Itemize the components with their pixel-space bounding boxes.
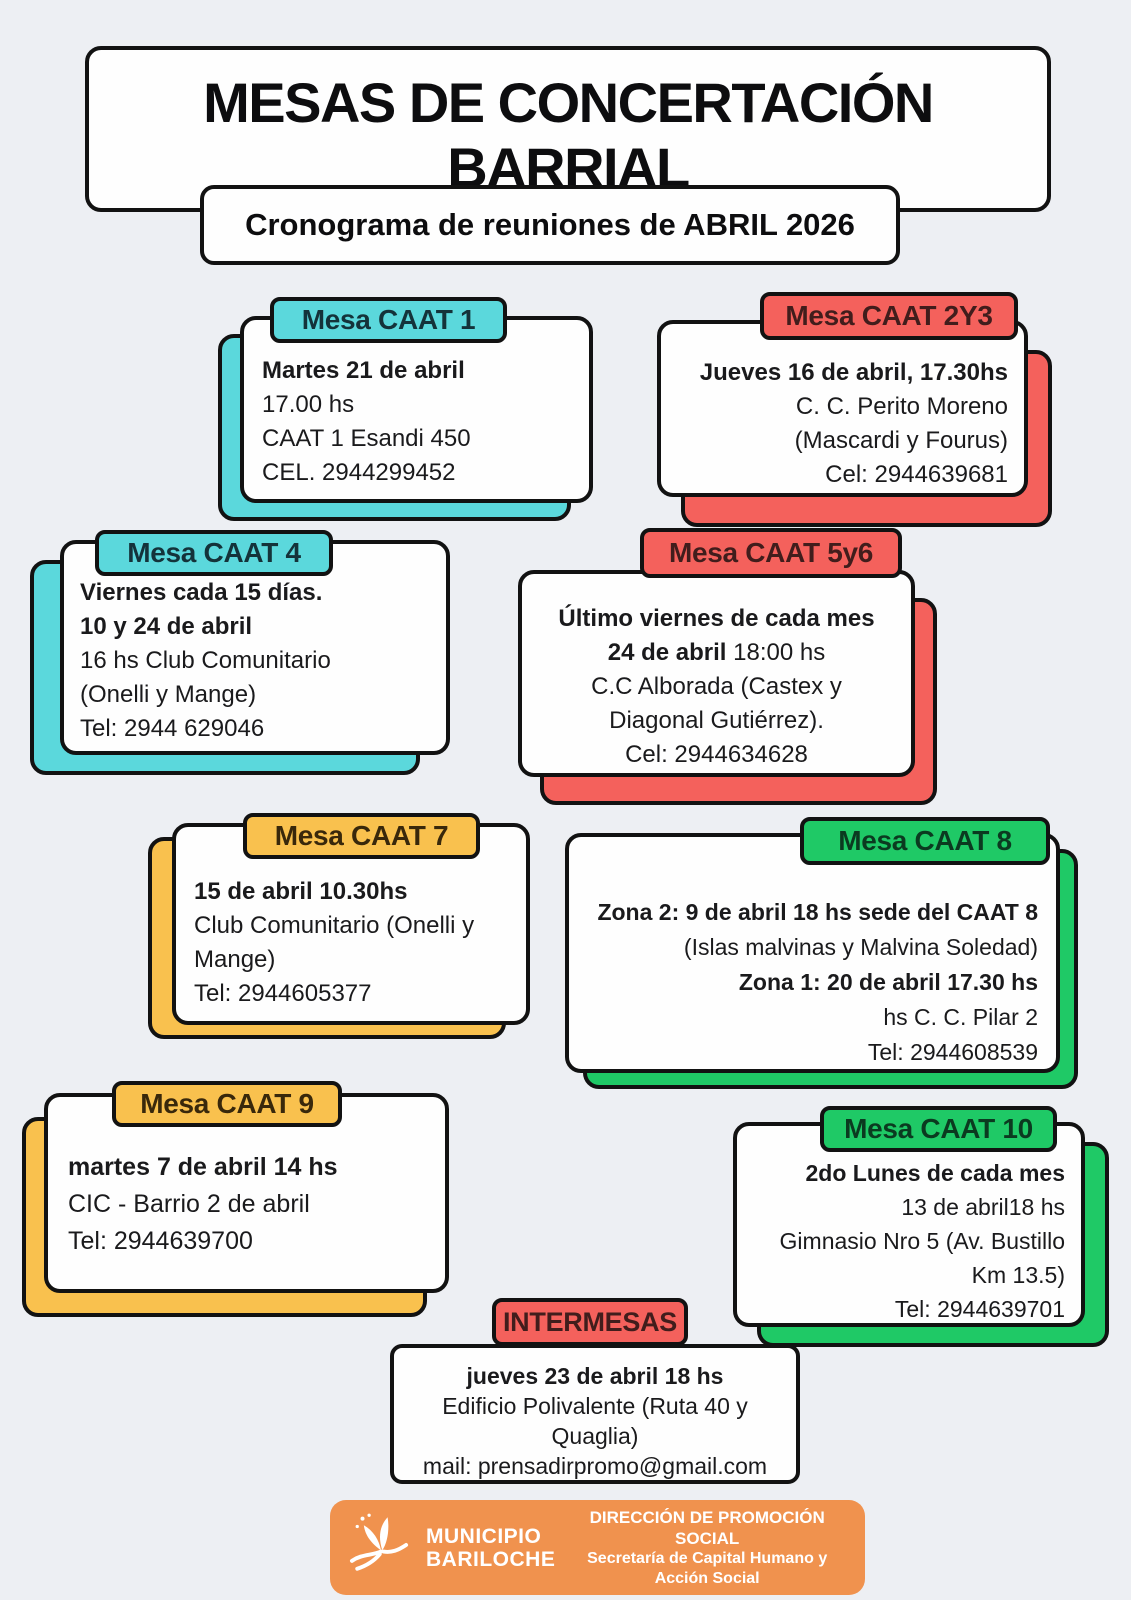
caat10-place2: Km 13.5) xyxy=(971,1262,1065,1288)
caat1-time: 17.00 hs xyxy=(262,391,355,418)
caat7-day: 15 de abril 10.30hs xyxy=(194,878,408,905)
intermesas-day: jueves 23 de abril 18 hs xyxy=(466,1363,724,1389)
caat2y3-phone: Cel: 2944639681 xyxy=(825,461,1008,488)
municipality-name-line1: MUNICIPIO xyxy=(426,1524,542,1548)
caat8-zone2-place: (Islas malvinas y Malvina Soledad) xyxy=(683,934,1038,960)
intermesas-card: jueves 23 de abril 18 hs Edificio Poliva… xyxy=(390,1344,800,1484)
caat9-title: Mesa CAAT 9 xyxy=(140,1088,314,1119)
caat5y6-date: 24 de abril xyxy=(607,639,727,666)
mesa-caat-10-tab: Mesa CAAT 10 xyxy=(820,1106,1057,1152)
caat1-day: Martes 21 de abril xyxy=(262,357,465,384)
mesa-caat-1-card: Martes 21 de abril 17.00 hs CAAT 1 Esand… xyxy=(240,316,593,503)
mesa-caat-8-card: Zona 2: 9 de abril 18 hs sede del CAAT 8… xyxy=(565,833,1060,1073)
mesa-caat-9-tab: Mesa CAAT 9 xyxy=(112,1081,342,1127)
schedule-title: Cronograma de reuniones de ABRIL 2026 xyxy=(245,207,855,242)
caat1-title: Mesa CAAT 1 xyxy=(301,304,476,335)
mesa-caat-10-card: 2do Lunes de cada mes 13 de abril18 hs G… xyxy=(733,1122,1085,1327)
mesa-caat-5y6-card: Último viernes de cada mes 24 de abril 1… xyxy=(518,570,915,777)
mesa-caat-4-tab: Mesa CAAT 4 xyxy=(95,530,333,576)
caat5y6-time: 18:00 hs xyxy=(726,639,826,666)
caat10-freq: 2do Lunes de cada mes xyxy=(805,1160,1065,1186)
caat5y6-title: Mesa CAAT 5y6 xyxy=(668,537,874,568)
intermesas-title: INTERMESAS xyxy=(502,1306,678,1337)
caat5y6-freq: Último viernes de cada mes xyxy=(558,605,875,632)
caat10-date: 13 de abril18 hs xyxy=(901,1194,1065,1220)
caat4-place: 16 hs Club Comunitario xyxy=(80,647,331,674)
caat8-zone1-place: hs C. C. Pilar 2 xyxy=(883,1004,1038,1030)
poster-title: MESAS DE CONCERTACIÓN BARRIAL xyxy=(203,71,934,199)
caat7-phone: Tel: 2944605377 xyxy=(194,980,372,1007)
caat8-zone1: Zona 1: 20 de abril 17.30 hs xyxy=(738,969,1038,995)
caat4-dates: 10 y 24 de abril xyxy=(80,613,253,640)
mesa-caat-9-card: martes 7 de abril 14 hs CIC - Barrio 2 d… xyxy=(44,1093,449,1293)
caat4-place2: (Onelli y Mange) xyxy=(80,681,257,708)
caat2y3-place2: (Mascardi y Fourus) xyxy=(794,427,1008,454)
caat10-title: Mesa CAAT 10 xyxy=(844,1113,1033,1144)
caat1-place: CAAT 1 Esandi 450 xyxy=(262,425,471,452)
department-name: DIRECCIÓN DE PROMOCIÓN SOCIAL Secretaría… xyxy=(567,1507,847,1589)
intermesas-tab: INTERMESAS xyxy=(492,1298,688,1346)
department-line2: Secretaría de Capital Humano y xyxy=(587,1549,828,1567)
caat8-title: Mesa CAAT 8 xyxy=(838,825,1012,856)
caat2y3-day: Jueves 16 de abril, 17.30hs xyxy=(699,359,1008,386)
mesa-caat-2y3-card: Jueves 16 de abril, 17.30hs C. C. Perito… xyxy=(657,320,1028,497)
caat8-phone: Tel: 2944608539 xyxy=(867,1039,1038,1065)
mesa-caat-8-tab: Mesa CAAT 8 xyxy=(800,817,1050,865)
caat4-freq: Viernes cada 15 días. xyxy=(80,579,323,606)
caat2y3-place: C. C. Perito Moreno xyxy=(795,393,1008,420)
caat1-phone: CEL. 2944299452 xyxy=(262,459,456,486)
caat7-place2: Mange) xyxy=(194,946,276,973)
mesa-caat-1-tab: Mesa CAAT 1 xyxy=(270,297,507,343)
mesa-caat-2y3-tab: Mesa CAAT 2Y3 xyxy=(760,292,1018,340)
caat9-place: CIC - Barrio 2 de abril xyxy=(68,1190,310,1218)
amancay-flower-logo-icon xyxy=(348,1512,414,1583)
caat10-place: Gimnasio Nro 5 (Av. Bustillo xyxy=(779,1228,1065,1254)
municipality-name-line2: BARILOCHE xyxy=(426,1547,556,1571)
caat10-phone: Tel: 2944639701 xyxy=(894,1296,1065,1322)
department-line3: Acción Social xyxy=(654,1569,760,1587)
caat9-day: martes 7 de abril 14 hs xyxy=(68,1153,338,1181)
caat4-phone: Tel: 2944 629046 xyxy=(80,715,265,742)
municipality-name: MUNICIPIO BARILOCHE xyxy=(426,1525,555,1571)
caat7-title: Mesa CAAT 7 xyxy=(274,820,449,851)
caat4-title: Mesa CAAT 4 xyxy=(127,537,301,568)
intermesas-mail: mail: prensadirpromo@gmail.com xyxy=(422,1453,768,1479)
schedule-banner: Cronograma de reuniones de ABRIL 2026 xyxy=(200,185,900,265)
department-line1: DIRECCIÓN DE PROMOCIÓN SOCIAL xyxy=(589,1507,825,1548)
caat5y6-phone: Cel: 2944634628 xyxy=(625,741,808,768)
caat5y6-place2: Diagonal Gutiérrez). xyxy=(609,707,824,734)
caat2y3-title: Mesa CAAT 2Y3 xyxy=(785,300,993,331)
footer-banner: MUNICIPIO BARILOCHE DIRECCIÓN DE PROMOCI… xyxy=(330,1500,865,1595)
caat7-place: Club Comunitario (Onelli y xyxy=(194,912,475,939)
caat5y6-date-time: 24 de abril 18:00 hs xyxy=(532,636,901,670)
intermesas-place: Edificio Polivalente (Ruta 40 y xyxy=(442,1393,748,1419)
mesa-caat-5y6-tab: Mesa CAAT 5y6 xyxy=(640,528,902,578)
caat9-phone: Tel: 2944639700 xyxy=(68,1227,253,1255)
intermesas-place2: Quaglia) xyxy=(551,1423,639,1449)
caat5y6-place: C.C Alborada (Castex y xyxy=(591,673,842,700)
mesa-caat-7-tab: Mesa CAAT 7 xyxy=(243,813,480,859)
caat8-zone2: Zona 2: 9 de abril 18 hs sede del CAAT 8 xyxy=(597,899,1038,925)
